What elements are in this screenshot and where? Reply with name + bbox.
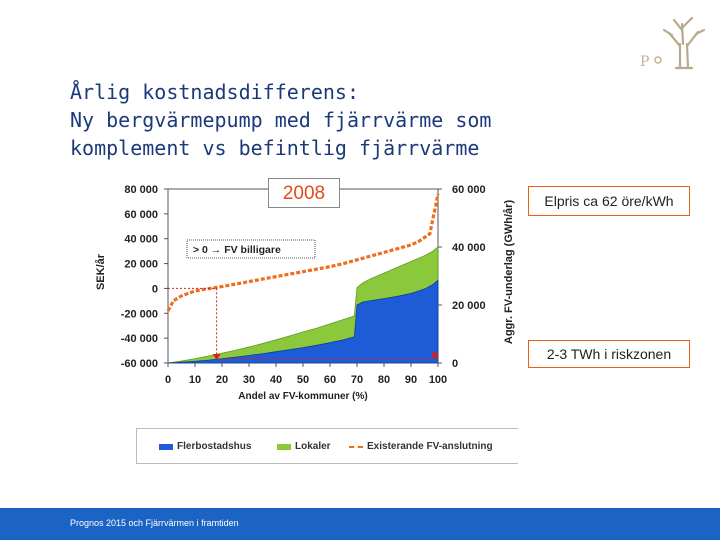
y-right-tick-label: 40 000	[452, 242, 486, 254]
title-line-2: Ny bergvärmepump med fjärrvärme som	[70, 108, 492, 132]
x-tick-label: 80	[378, 374, 390, 386]
y-left-axis-label: SEK/år	[95, 253, 107, 290]
chart-legend: Flerbostadshus Lokaler Existerande FV-an…	[136, 428, 518, 464]
x-tick-label: 90	[405, 374, 417, 386]
footer-bar: Prognos 2015 och Fjärrvärmen i framtiden	[0, 508, 720, 540]
legend-swatch-existerande	[349, 446, 363, 448]
x-tick-label: 70	[351, 374, 363, 386]
x-tick-label: 20	[216, 374, 228, 386]
y-left-tick-label: 60 000	[124, 209, 158, 221]
y-right-tick-label: 0	[452, 358, 458, 370]
y-right-tick-label: 20 000	[452, 300, 486, 312]
risk-zone-callout: 2-3 TWh i riskzonen	[528, 340, 690, 368]
tree-logo: P	[640, 16, 706, 70]
y-right-axis-label: Aggr. FV-underlag (GWh/år)	[503, 200, 515, 345]
legend-label-existerande: Existerande FV-anslutning	[367, 441, 493, 452]
title-line-3: komplement vs befintlig fjärrvärme	[70, 136, 480, 160]
title-line-1: Årlig kostnadsdifferens:	[70, 80, 359, 104]
x-tick-label: 60	[324, 374, 336, 386]
x-tick-label: 30	[243, 374, 255, 386]
legend-label-lokaler: Lokaler	[295, 441, 331, 452]
x-tick-label: 100	[429, 374, 447, 386]
legend-label-flerbostadshus: Flerbostadshus	[177, 441, 252, 452]
annotation-text: > 0 → FV billigare	[193, 244, 281, 256]
area-flerbostadshus	[167, 279, 439, 364]
threshold-arrow-marker	[212, 354, 221, 360]
annotation-box	[186, 239, 316, 259]
x-tick-label: 0	[165, 374, 171, 386]
risk-zone-marker	[432, 352, 438, 358]
legend-item-lokaler: Lokaler	[277, 441, 331, 452]
x-tick-label: 40	[270, 374, 282, 386]
line-existerande	[166, 193, 440, 312]
x-tick-label: 10	[189, 374, 201, 386]
x-tick-label: 50	[297, 374, 309, 386]
legend-item-flerbostadshus: Flerbostadshus	[159, 441, 251, 452]
electricity-price-callout: Elpris ca 62 öre/kWh	[528, 186, 690, 216]
y-left-tick-label: -20 000	[121, 308, 158, 320]
y-left-tick-label: 80 000	[124, 184, 158, 196]
y-right-tick-label: 60 000	[452, 184, 486, 196]
year-label: 2008	[268, 178, 340, 208]
svg-text:P: P	[640, 54, 649, 70]
y-left-tick-label: 40 000	[124, 234, 158, 246]
x-axis-label: Andel av FV-kommuner (%)	[238, 391, 367, 402]
y-left-tick-label: -60 000	[121, 358, 158, 370]
footer-text: Prognos 2015 och Fjärrvärmen i framtiden	[70, 518, 239, 528]
legend-swatch-lokaler	[277, 443, 291, 450]
y-left-tick-label: 20 000	[124, 259, 158, 271]
legend-swatch-flerbostadshus	[159, 443, 173, 450]
legend-item-existerande: Existerande FV-anslutning	[349, 441, 493, 452]
y-left-tick-label: 0	[152, 283, 158, 295]
y-left-tick-label: -40 000	[121, 333, 158, 345]
slide-title: Årlig kostnadsdifferens: Ny bergvärmepum…	[70, 78, 670, 162]
